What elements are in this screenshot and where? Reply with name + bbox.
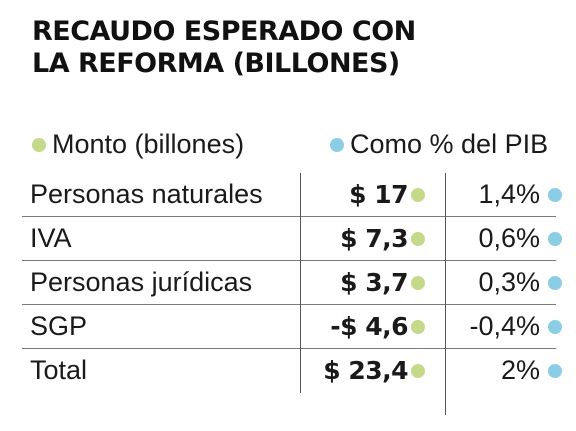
green-dot-icon — [411, 276, 425, 290]
row-pct-value: -0,4% — [469, 310, 540, 341]
row-pct-value: 0,3% — [478, 266, 540, 297]
legend-item-pib: Como % del PIB — [330, 128, 548, 160]
green-dot-icon — [411, 232, 425, 246]
legend-pib-label: Como % del PIB — [350, 129, 549, 159]
row-label: Personas jurídicas — [30, 266, 253, 297]
chart-title-line-2: LA REFORMA (BILLONES) — [32, 48, 400, 79]
green-dot-icon — [32, 138, 46, 152]
row-label: IVA — [30, 222, 72, 253]
row-amount-value: $ 23,4 — [323, 355, 408, 385]
row-pct-value: 1,4% — [478, 178, 540, 209]
row-pct-value: 2% — [500, 354, 540, 385]
legend-amount-label: Monto (billones) — [52, 129, 245, 159]
green-dot-icon — [411, 364, 425, 378]
chart-title: RECAUDO ESPERADO CON LA REFORMA (BILLONE… — [32, 16, 552, 80]
table-row: Personas naturales $ 17 1,4% — [0, 173, 576, 215]
row-pct-value: 0,6% — [478, 222, 540, 253]
blue-dot-icon — [548, 364, 562, 378]
data-table: Personas naturales $ 17 1,4% IVA $ 7,3 0,6% Pe… — [0, 173, 576, 431]
blue-dot-icon — [548, 276, 562, 290]
row-divider — [22, 260, 556, 261]
row-label: SGP — [30, 310, 88, 341]
row-divider — [22, 216, 556, 217]
chart-title-line-1: RECAUDO ESPERADO CON — [32, 16, 416, 47]
row-divider — [22, 348, 556, 349]
row-divider — [22, 304, 556, 305]
green-dot-icon — [411, 188, 425, 202]
row-label: Personas naturales — [30, 178, 263, 209]
blue-dot-icon — [548, 232, 562, 246]
table-row: Personas jurídicas $ 3,7 0,3% — [0, 261, 576, 303]
legend-item-amount: Monto (billones) — [32, 128, 244, 160]
row-amount-value: $ 17 — [349, 179, 408, 209]
column-divider-pct — [445, 173, 446, 415]
blue-dot-icon — [548, 320, 562, 334]
blue-dot-icon — [548, 188, 562, 202]
row-amount-value: $ 3,7 — [340, 267, 408, 297]
row-amount-value: $ 7,3 — [340, 223, 408, 253]
table-row: Total $ 23,4 2% — [0, 349, 576, 391]
green-dot-icon — [411, 320, 425, 334]
table-row: IVA $ 7,3 0,6% — [0, 217, 576, 259]
row-amount-value: -$ 4,6 — [330, 311, 408, 341]
column-divider-amount — [300, 173, 301, 393]
row-label: Total — [30, 354, 88, 385]
blue-dot-icon — [330, 138, 344, 152]
table-row: SGP -$ 4,6 -0,4% — [0, 305, 576, 347]
